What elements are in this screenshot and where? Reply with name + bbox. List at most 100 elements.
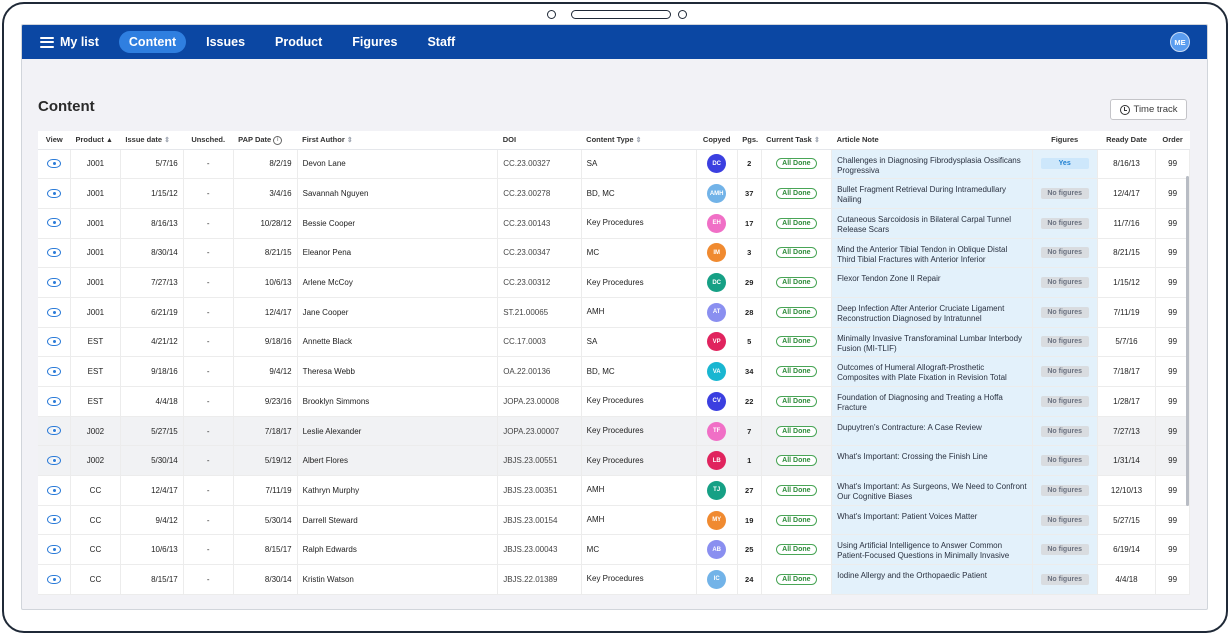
eye-icon[interactable] bbox=[46, 187, 62, 199]
table-row[interactable]: CC 8/15/17-8/30/14 Kristin Watson JBJS.22.0… bbox=[38, 564, 1190, 595]
col-current-task[interactable]: Current Task ⇕ bbox=[761, 131, 832, 150]
time-track-button[interactable]: Time track bbox=[1110, 99, 1187, 120]
article-note-cell[interactable]: What's Important: Crossing the Finish Li… bbox=[831, 445, 1033, 477]
user-avatar[interactable]: ME bbox=[1170, 32, 1190, 52]
figures-badge[interactable]: No figures bbox=[1040, 455, 1089, 467]
table-row[interactable]: CC 9/4/12-5/30/14 Darrell Steward JBJS.23.0… bbox=[38, 505, 1190, 536]
eye-icon[interactable] bbox=[46, 514, 62, 526]
copyeditor-avatar[interactable]: VP bbox=[707, 332, 727, 352]
task-status-badge[interactable]: All Done bbox=[776, 366, 817, 378]
article-note-cell[interactable]: Bullet Fragment Retrieval During Intrame… bbox=[831, 178, 1033, 209]
table-row[interactable]: J001 5/7/16-8/2/19 Devon Lane CC.23.00327 SA… bbox=[38, 149, 1190, 180]
article-note-cell[interactable]: Minimally Invasive Transforaminal Lumbar… bbox=[831, 327, 1033, 358]
table-row[interactable]: EST 4/21/12-9/18/16 Annette Black CC.17.000… bbox=[38, 327, 1190, 358]
col-issue-date[interactable]: Issue date ⇕ bbox=[120, 131, 184, 150]
table-row[interactable]: J001 6/21/19-12/4/17 Jane Cooper ST.21.0006… bbox=[38, 297, 1190, 328]
article-note-cell[interactable]: Foundation of Diagnosing and Treating a … bbox=[831, 386, 1033, 417]
table-row[interactable]: CC 10/6/13-8/15/17 Ralph Edwards JBJS.23.00… bbox=[38, 534, 1190, 566]
eye-icon[interactable] bbox=[46, 276, 62, 288]
copyeditor-avatar[interactable]: AB bbox=[707, 540, 727, 560]
task-status-badge[interactable]: All Done bbox=[776, 277, 817, 289]
task-status-badge[interactable]: All Done bbox=[776, 188, 817, 200]
table-scrollbar[interactable] bbox=[1186, 176, 1189, 506]
table-row[interactable]: J001 8/16/13-10/28/12 Bessie Cooper CC.23.0… bbox=[38, 208, 1190, 239]
task-status-badge[interactable]: All Done bbox=[776, 247, 817, 259]
article-note-cell[interactable]: Mind the Anterior Tibial Tendon in Obliq… bbox=[831, 238, 1033, 269]
table-row[interactable]: EST 4/4/18-9/23/16 Brooklyn Simmons JOPA.23… bbox=[38, 386, 1190, 417]
copyeditor-avatar[interactable]: DC bbox=[707, 273, 727, 293]
task-status-badge[interactable]: All Done bbox=[776, 544, 817, 556]
copyeditor-avatar[interactable]: EH bbox=[707, 213, 727, 233]
task-status-badge[interactable]: All Done bbox=[776, 573, 817, 585]
eye-icon[interactable] bbox=[46, 484, 62, 496]
copyeditor-avatar[interactable]: TF bbox=[707, 421, 727, 441]
col-content-type[interactable]: Content Type ⇕ bbox=[581, 131, 697, 150]
task-status-badge[interactable]: All Done bbox=[776, 425, 817, 437]
copyeditor-avatar[interactable]: TJ bbox=[707, 480, 727, 500]
info-icon[interactable]: i bbox=[273, 135, 283, 145]
figures-badge[interactable]: No figures bbox=[1040, 425, 1089, 437]
figures-badge[interactable]: No figures bbox=[1040, 484, 1089, 496]
article-note-cell[interactable]: What's Important: Patient Voices Matter bbox=[831, 505, 1033, 536]
eye-icon[interactable] bbox=[46, 217, 62, 229]
tab-product[interactable]: Product bbox=[275, 35, 323, 49]
table-row[interactable]: EST 9/18/16-9/4/12 Theresa Webb OA.22.00136… bbox=[38, 356, 1190, 387]
figures-badge[interactable]: No figures bbox=[1040, 217, 1089, 229]
copyeditor-avatar[interactable]: DC bbox=[707, 154, 727, 174]
eye-icon[interactable] bbox=[46, 336, 62, 348]
task-status-badge[interactable]: All Done bbox=[776, 484, 817, 496]
eye-icon[interactable] bbox=[46, 306, 62, 318]
article-note-cell[interactable]: Cutaneous Sarcoidosis in Bilateral Carpa… bbox=[831, 208, 1033, 239]
copyeditor-avatar[interactable]: AT bbox=[707, 302, 727, 322]
table-row[interactable]: J001 7/27/13-10/6/13 Arlene McCoy CC.23.003… bbox=[38, 267, 1190, 298]
article-note-cell[interactable]: Dupuytren's Contracture: A Case Review bbox=[831, 416, 1033, 447]
task-status-badge[interactable]: All Done bbox=[776, 217, 817, 229]
figures-badge[interactable]: No figures bbox=[1040, 188, 1089, 200]
figures-badge[interactable]: Yes bbox=[1040, 158, 1089, 170]
hamburger-menu-icon[interactable] bbox=[40, 36, 54, 48]
eye-icon[interactable] bbox=[46, 544, 62, 556]
sort-icon[interactable]: ⇕ bbox=[164, 137, 171, 145]
task-status-badge[interactable]: All Done bbox=[776, 395, 817, 407]
task-status-badge[interactable]: All Done bbox=[776, 336, 817, 348]
tab-issues[interactable]: Issues bbox=[206, 35, 246, 49]
task-status-badge[interactable]: All Done bbox=[776, 455, 817, 467]
table-row[interactable]: J002 5/30/14-5/19/12 Albert Flores JBJS.23.… bbox=[38, 445, 1190, 477]
sort-icon[interactable]: ⇕ bbox=[635, 137, 642, 145]
article-note-cell[interactable]: Deep Infection After Anterior Cruciate L… bbox=[831, 297, 1033, 328]
table-row[interactable]: J001 1/15/12-3/4/16 Savannah Nguyen CC.23.0… bbox=[38, 178, 1190, 209]
figures-badge[interactable]: No figures bbox=[1040, 247, 1089, 259]
sort-icon[interactable]: ⇕ bbox=[813, 137, 820, 145]
eye-icon[interactable] bbox=[46, 573, 62, 585]
figures-badge[interactable]: No figures bbox=[1040, 336, 1089, 348]
article-note-cell[interactable]: Challenges in Diagnosing Fibrodysplasia … bbox=[831, 149, 1033, 180]
table-row[interactable]: CC 12/4/17-7/11/19 Kathryn Murphy JBJS.23.0… bbox=[38, 475, 1190, 506]
article-note-cell[interactable]: Flexor Tendon Zone II Repair bbox=[831, 267, 1033, 298]
figures-badge[interactable]: No figures bbox=[1040, 573, 1089, 585]
col-first-author[interactable]: First Author ⇕ bbox=[297, 131, 498, 150]
copyeditor-avatar[interactable]: VA bbox=[707, 362, 727, 382]
tab-staff[interactable]: Staff bbox=[427, 35, 456, 49]
eye-icon[interactable] bbox=[46, 395, 62, 407]
table-row[interactable]: J001 8/30/14-8/21/15 Eleanor Pena CC.23.003… bbox=[38, 238, 1190, 269]
article-note-cell[interactable]: What's Important: As Surgeons, We Need t… bbox=[831, 475, 1033, 506]
tab-content[interactable]: Content bbox=[118, 31, 187, 53]
copyeditor-avatar[interactable]: AMH bbox=[707, 184, 727, 204]
copyeditor-avatar[interactable]: IC bbox=[707, 569, 727, 589]
copyeditor-avatar[interactable]: CV bbox=[707, 391, 727, 411]
col-product[interactable]: Product ▲ bbox=[70, 131, 121, 150]
sort-icon[interactable]: ⇕ bbox=[346, 137, 353, 145]
eye-icon[interactable] bbox=[46, 365, 62, 377]
copyeditor-avatar[interactable]: LB bbox=[707, 451, 727, 471]
figures-badge[interactable]: No figures bbox=[1040, 306, 1089, 318]
figures-badge[interactable]: No figures bbox=[1040, 366, 1089, 378]
figures-badge[interactable]: No figures bbox=[1040, 395, 1089, 407]
task-status-badge[interactable]: All Done bbox=[776, 158, 817, 170]
figures-badge[interactable]: No figures bbox=[1040, 277, 1089, 289]
eye-icon[interactable] bbox=[46, 425, 62, 437]
article-note-cell[interactable]: Outcomes of Humeral Allograft-Prosthetic… bbox=[831, 356, 1033, 387]
copyeditor-avatar[interactable]: IM bbox=[707, 243, 727, 263]
eye-icon[interactable] bbox=[46, 247, 62, 259]
eye-icon[interactable] bbox=[46, 158, 62, 170]
eye-icon[interactable] bbox=[46, 454, 62, 466]
